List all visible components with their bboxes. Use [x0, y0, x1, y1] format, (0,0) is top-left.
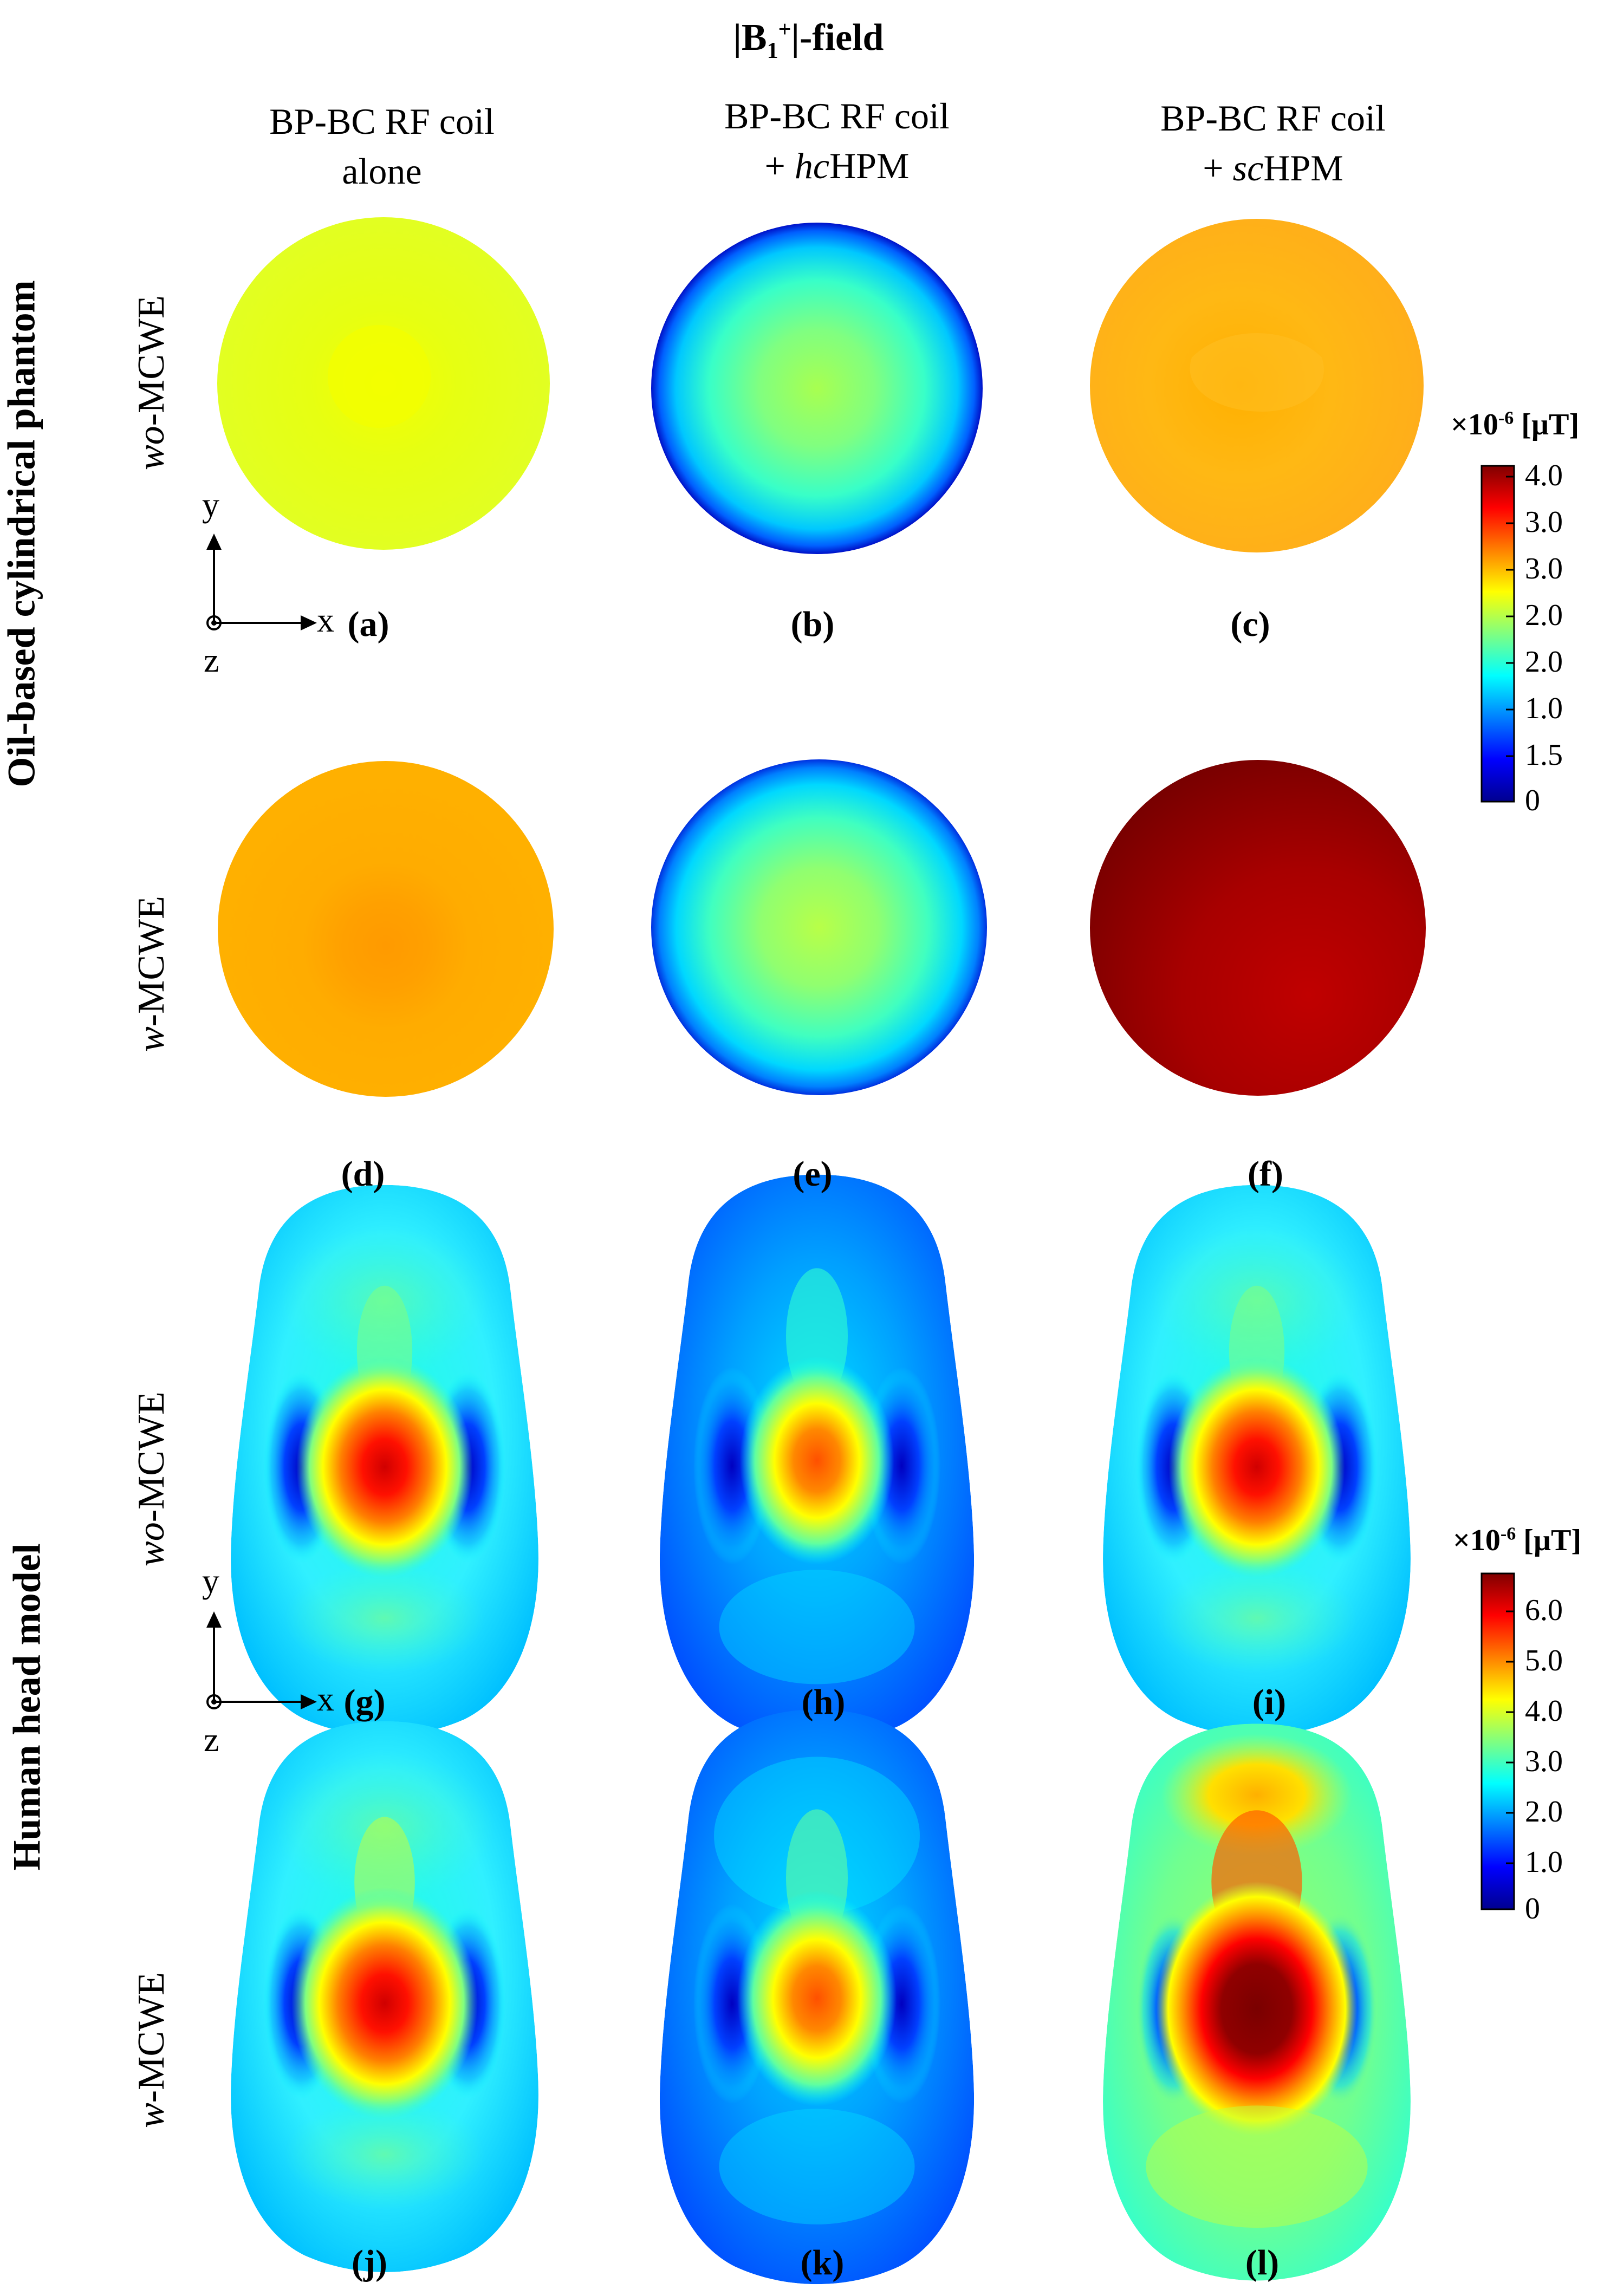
panel-label-k: (k) — [800, 2243, 845, 2282]
colorbar2-tick: 5.0 — [1525, 1644, 1563, 1677]
panel-label-j: (j) — [352, 2243, 387, 2282]
panel-label-c: (c) — [1230, 604, 1270, 644]
axis-label-x-head: x — [317, 1680, 334, 1718]
colorbar2-tick: 0 — [1525, 1892, 1540, 1926]
colorbar1-tick: 0 — [1525, 784, 1540, 817]
head-map-i — [1103, 1185, 1411, 1736]
panel-label-f: (f) — [1248, 1154, 1283, 1194]
phantom-map-d — [218, 761, 554, 1097]
colorbar2-tick: 2.0 — [1525, 1795, 1563, 1829]
panel-label-h: (h) — [801, 1682, 846, 1722]
panel-label-e: (e) — [793, 1154, 833, 1194]
axes-phantom — [206, 547, 303, 630]
axes-head — [206, 1625, 303, 1709]
axis-arrow-y-head — [206, 1611, 222, 1628]
colorbar1-tick: 1.5 — [1525, 738, 1563, 772]
phantom-map-f — [1090, 760, 1426, 1096]
phantom-map-b — [651, 223, 983, 554]
colorbar-head — [1480, 1572, 1515, 1910]
panel-label-i: (i) — [1252, 1682, 1287, 1722]
colorbar2-tick: 3.0 — [1525, 1745, 1563, 1778]
axis-arrow-y-phantom — [206, 534, 222, 550]
colorbar1-tick: 2.0 — [1525, 599, 1563, 632]
phantom-map-a-center — [328, 325, 431, 428]
head-map-g — [231, 1185, 538, 1736]
panel-label-d: (d) — [341, 1154, 385, 1194]
axis-label-x-phantom: x — [317, 601, 334, 639]
colorbar1-tick: 4.0 — [1525, 459, 1563, 492]
head-map-k — [659, 1709, 975, 2285]
panel-label-b: (b) — [790, 604, 835, 644]
figure-title: |B1+|-field — [733, 17, 884, 63]
axis-label-z-phantom: z — [204, 641, 219, 679]
head-map-j — [231, 1721, 538, 2272]
phantom-map-c-patch — [1190, 333, 1324, 412]
panel-label-l: (l) — [1245, 2243, 1280, 2282]
colorbar2-tick: 1.0 — [1525, 1845, 1563, 1879]
colorbar-title-head: ×10-6 [µT] — [1453, 1524, 1582, 1557]
head-map-l — [1103, 1723, 1411, 2281]
colorbar2-tick: 4.0 — [1525, 1694, 1563, 1728]
column-header-coil-hchpm: BP-BC RF coil + hcHPM — [724, 95, 950, 186]
axis-label-z-head: z — [204, 1720, 219, 1759]
column-header-coil-schpm: BP-BC RF coil + scHPM — [1160, 97, 1386, 188]
phantom-map-c — [1090, 219, 1424, 552]
colorbar-ticks — [1506, 476, 1514, 1864]
colorbar2-tick: 6.0 — [1525, 1593, 1563, 1627]
colorbar1-tick: 3.0 — [1525, 505, 1563, 539]
phantom-map-e — [651, 759, 987, 1095]
column-header-coil-alone: BP-BC RF coil alone — [269, 101, 495, 192]
panel-label-a: (a) — [347, 604, 389, 644]
axis-label-y-head: y — [202, 1562, 219, 1600]
colorbar1-tick: 2.0 — [1525, 645, 1563, 679]
axis-label-y-phantom: y — [202, 485, 219, 524]
axis-arrow-x-head — [301, 1694, 317, 1709]
colorbar1-tick: 3.0 — [1525, 552, 1563, 586]
colorbar1-tick: 1.0 — [1525, 692, 1563, 725]
axis-arrow-x-phantom — [301, 615, 317, 630]
colorbar-phantom — [1480, 465, 1515, 803]
head-map-h — [659, 1174, 975, 1744]
colorbar-title-phantom: ×10-6 [µT] — [1451, 408, 1580, 441]
panel-label-g: (g) — [343, 1682, 386, 1722]
